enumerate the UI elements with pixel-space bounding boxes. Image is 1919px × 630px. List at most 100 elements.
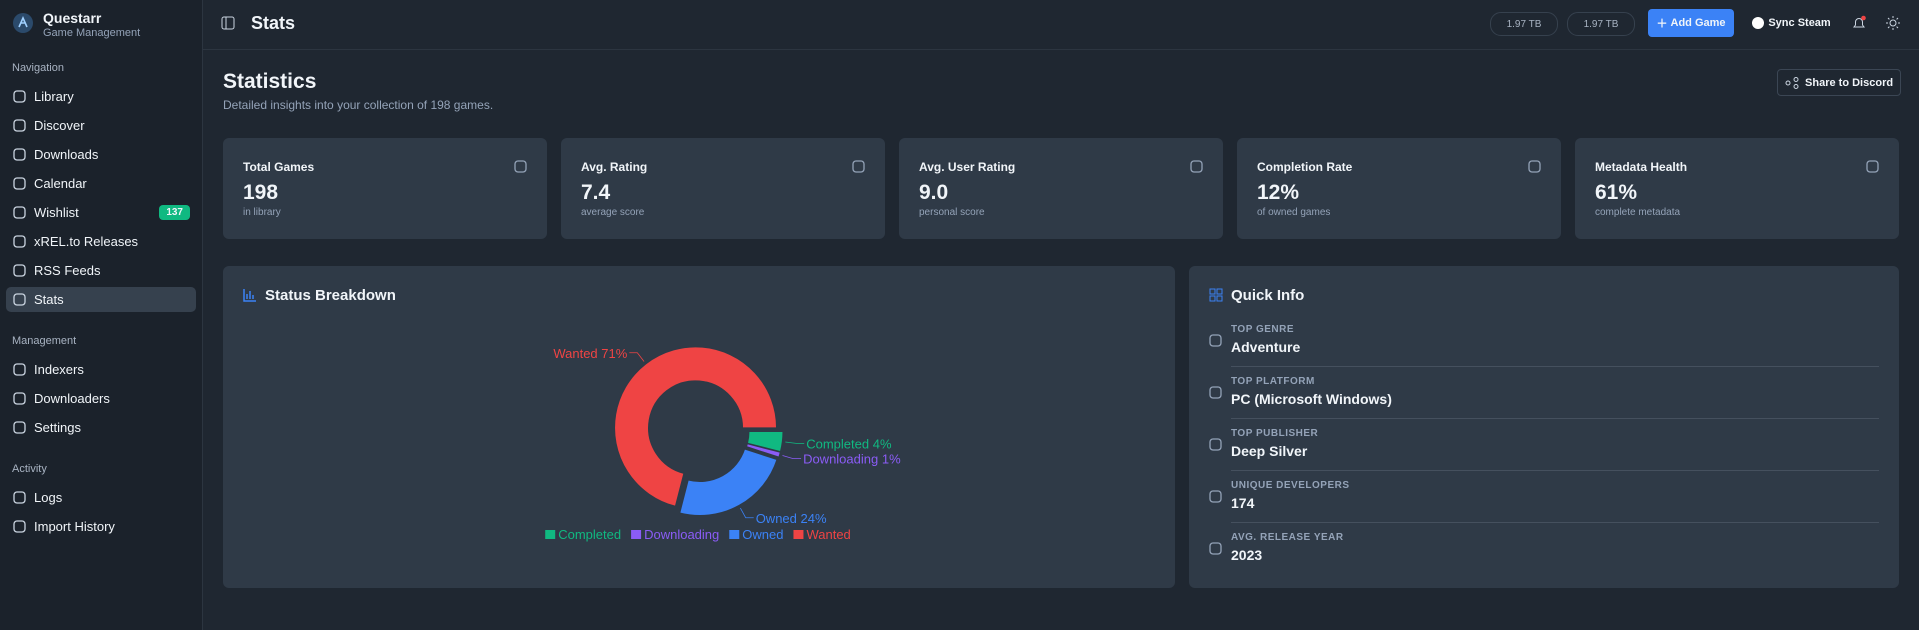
nav-label: Stats	[34, 292, 64, 307]
nav-item[interactable]: Logs	[6, 485, 196, 510]
nav-item[interactable]: Wishlist 137	[6, 200, 196, 225]
icon-shape	[1209, 386, 1222, 399]
nav-label: Settings	[34, 420, 81, 435]
nav-item[interactable]: Indexers	[6, 357, 196, 382]
card-caption: personal score	[919, 207, 985, 218]
icon	[13, 421, 26, 434]
card-caption: of owned games	[1257, 207, 1331, 218]
section-title: Navigation	[12, 62, 64, 74]
sidebar-toggle[interactable]	[221, 16, 235, 30]
logo	[13, 13, 33, 33]
section-title: Management	[12, 335, 77, 347]
page-title: Statistics	[223, 70, 317, 93]
card-value: 7.4	[581, 181, 611, 204]
card-value: 12%	[1257, 181, 1300, 204]
sync-steam-label: Sync Steam	[1768, 17, 1831, 29]
card-caption: average score	[581, 207, 645, 218]
nav-label: xREL.to Releases	[34, 234, 139, 249]
legend-label: Wanted	[806, 527, 850, 542]
nav-label: Library	[34, 89, 74, 104]
icon	[1209, 542, 1222, 555]
icon-shape	[514, 160, 527, 173]
nav-label: Discover	[34, 118, 85, 133]
nav-label: Downloaders	[34, 391, 110, 406]
divider	[1231, 366, 1879, 367]
label-value: 24%	[801, 511, 827, 526]
nav-label: Calendar	[34, 176, 87, 191]
sidebar: Questarr Game Management Navigation Libra…	[0, 0, 203, 630]
nav-item[interactable]: Discover	[6, 113, 196, 138]
icon-shape	[13, 293, 26, 306]
grid-icon	[1209, 288, 1223, 302]
theme-toggle[interactable]	[1885, 15, 1901, 31]
nav-item[interactable]: xREL.to Releases	[6, 229, 196, 254]
icon-shape	[1209, 490, 1222, 503]
icon-shape	[1190, 160, 1203, 173]
info-label: AVG. RELEASE YEAR	[1231, 532, 1344, 543]
nav-item[interactable]: Calendar	[6, 171, 196, 196]
icon-shape	[1209, 334, 1222, 347]
legend-label: Downloading	[644, 527, 719, 542]
card-title: Metadata Health	[1595, 160, 1688, 174]
divider	[1231, 418, 1879, 419]
info-value: PC (Microsoft Windows)	[1231, 391, 1392, 407]
legend-swatch	[729, 530, 740, 539]
icon	[1866, 160, 1879, 173]
icon-shape	[13, 363, 26, 376]
icon-shape	[13, 491, 26, 504]
stat-card: Total Games 198 in library	[223, 138, 547, 239]
card-title: Avg. User Rating	[919, 160, 1016, 174]
nav-label: Wishlist	[34, 205, 79, 220]
label-category: Completed	[806, 436, 869, 451]
add-game-label: Add Game	[1670, 17, 1726, 29]
quick-info-title: Quick Info	[1231, 287, 1305, 304]
notifications[interactable]	[1851, 15, 1867, 31]
card-caption: in library	[243, 207, 281, 218]
data-label: Wanted 71%	[553, 346, 627, 361]
icon	[13, 293, 26, 306]
card-title: Total Games	[243, 160, 315, 174]
share-label: Share to Discord	[1805, 76, 1894, 89]
nav-item[interactable]: Downloads	[6, 142, 196, 167]
stat-card: Avg. Rating 7.4 average score	[561, 138, 885, 239]
nav-label: Logs	[34, 490, 63, 505]
icon-shape	[1209, 542, 1222, 555]
icon	[13, 520, 26, 533]
stat-card: Metadata Health 61% complete metadata	[1575, 138, 1899, 239]
nav-item[interactable]: Library	[6, 84, 196, 109]
icon	[514, 160, 527, 173]
icon	[13, 235, 26, 248]
info-label: TOP PLATFORM	[1231, 376, 1315, 387]
stat-card: Completion Rate 12% of owned games	[1237, 138, 1561, 239]
icon	[13, 90, 26, 103]
storage: 1.97 TB	[1506, 18, 1542, 30]
icon	[13, 264, 26, 277]
divider	[1231, 470, 1879, 471]
add-game-button[interactable]: ＋ Add Game	[1648, 9, 1734, 37]
card-title: Completion Rate	[1257, 160, 1353, 174]
nav-item[interactable]: RSS Feeds	[6, 258, 196, 283]
card-title: Avg. Rating	[581, 160, 648, 174]
icon	[1209, 334, 1222, 347]
share-button[interactable]: Share to Discord	[1777, 69, 1901, 96]
icon	[852, 160, 865, 173]
icon	[1528, 160, 1541, 173]
icon	[1209, 490, 1222, 503]
pie-slice	[746, 431, 784, 453]
data-label: Owned 24%	[756, 511, 827, 526]
nav-item[interactable]: Import History	[6, 514, 196, 539]
icon-shape	[13, 520, 26, 533]
icon	[13, 491, 26, 504]
share-icon	[1785, 76, 1799, 89]
nav-item[interactable]: Downloaders	[6, 386, 196, 411]
nav-item[interactable]: Stats	[6, 287, 196, 312]
sync-steam-button[interactable]: Sync Steam	[1748, 9, 1834, 37]
info-value: 174	[1231, 495, 1255, 511]
legend-swatch	[793, 530, 804, 539]
nav-item[interactable]: Settings	[6, 415, 196, 440]
label-value: 4%	[873, 436, 892, 451]
icon	[13, 363, 26, 376]
icon	[13, 392, 26, 405]
app-subtitle: Game Management	[43, 27, 141, 39]
icon-shape	[852, 160, 865, 173]
